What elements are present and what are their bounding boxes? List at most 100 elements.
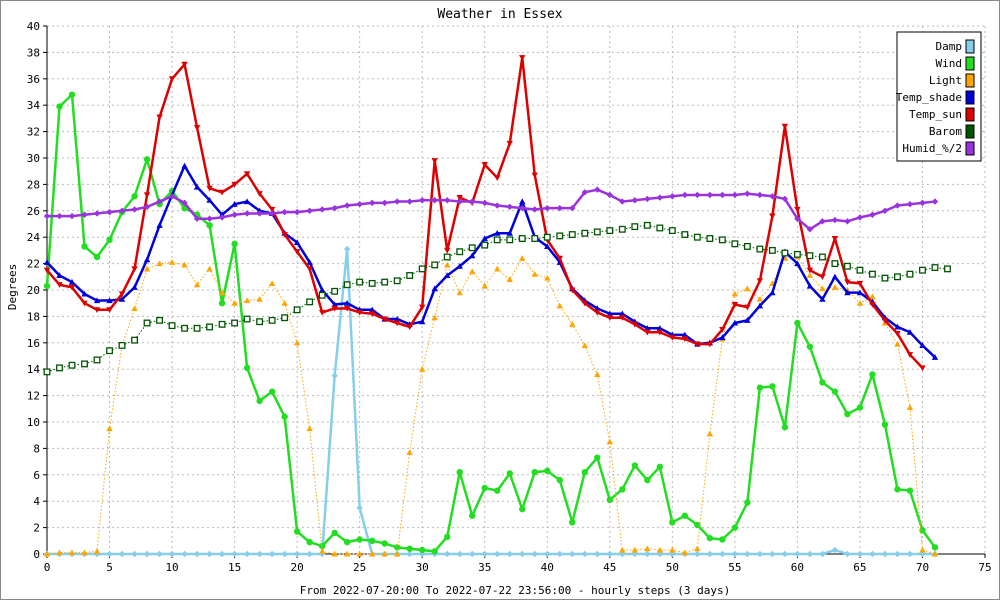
data-point [193,324,201,332]
axes: 0 5 10 15 20 25 30 35 40 45 50 55 60 65 70 750246810121… [27,20,992,574]
data-point [794,550,801,558]
data-point [906,201,914,208]
data-point [306,298,314,306]
data-point [68,549,76,556]
data-point [706,534,714,542]
data-point [881,421,889,428]
x-tick-label: 60 [791,561,804,574]
data-point [681,512,689,519]
data-point [619,198,626,205]
data-point [481,484,488,492]
data-point [481,162,488,168]
data-point [93,548,101,554]
data-point [181,162,188,169]
legend-swatch [965,56,975,71]
data-point [481,550,488,558]
data-point [806,252,814,260]
data-point [193,550,201,558]
data-point [193,125,201,131]
data-point [306,207,313,214]
data-point [669,193,676,200]
y-tick-label: 18 [27,310,40,323]
data-point [306,550,313,558]
data-point [444,261,451,268]
series-line [47,188,936,231]
data-point [368,199,376,207]
data-point [831,260,839,268]
data-point [206,215,213,222]
data-point [419,197,426,204]
data-point [569,519,576,526]
data-point [844,279,851,286]
data-point [881,207,889,214]
data-point [444,197,451,204]
data-point [131,550,138,558]
y-tick-label: 36 [27,73,40,86]
legend-swatch [965,39,975,54]
data-point [181,61,188,68]
data-point [343,245,351,253]
data-point [156,114,163,121]
data-point [156,222,163,228]
data-point [919,546,926,553]
data-point [906,404,914,411]
data-point [881,274,889,282]
data-point [356,201,363,208]
data-point [606,227,614,235]
data-point [456,198,463,205]
data-point [656,325,664,331]
data-point [444,247,451,254]
data-point [318,206,326,213]
data-point [619,315,626,321]
data-point [106,236,113,244]
data-point [481,282,488,289]
data-point [343,202,351,209]
data-point [318,309,326,316]
data-point [631,321,639,328]
y-tick-label: 2 [33,522,40,535]
legend-label: Barom [929,125,962,138]
x-tick-label: 40 [541,561,554,574]
legend-swatch [965,107,975,122]
data-point [481,199,488,207]
data-point [856,214,864,221]
data-point [669,519,676,526]
data-point [794,319,801,327]
data-point [794,206,801,213]
data-point [944,265,951,273]
x-tick-label: 30 [416,561,429,574]
data-point [56,212,63,220]
x-tick-label: 35 [478,561,491,574]
series-layer [43,55,951,558]
data-point [431,285,438,292]
legend-label: Wind [936,57,963,70]
data-point [744,285,751,292]
data-point [781,249,789,257]
data-point [556,476,563,484]
data-point [569,287,576,294]
y-tick-label: 14 [27,363,41,376]
data-point [856,280,864,287]
data-point [444,550,451,558]
y-tick-label: 22 [27,258,40,271]
data-point [756,245,764,253]
data-point [231,550,238,558]
data-point [644,329,651,336]
data-point [243,315,251,323]
data-point [906,487,914,494]
data-point [568,231,576,239]
data-point [469,268,476,275]
data-point [556,550,563,558]
data-point [206,323,214,331]
data-point [81,211,88,218]
data-point [856,300,864,306]
data-point [431,158,438,164]
data-point [706,191,714,199]
data-point [331,305,338,312]
data-point [243,198,251,205]
data-point [656,194,664,201]
data-point [343,538,351,546]
data-point [631,197,639,204]
data-point [419,366,426,372]
data-point [844,289,851,296]
